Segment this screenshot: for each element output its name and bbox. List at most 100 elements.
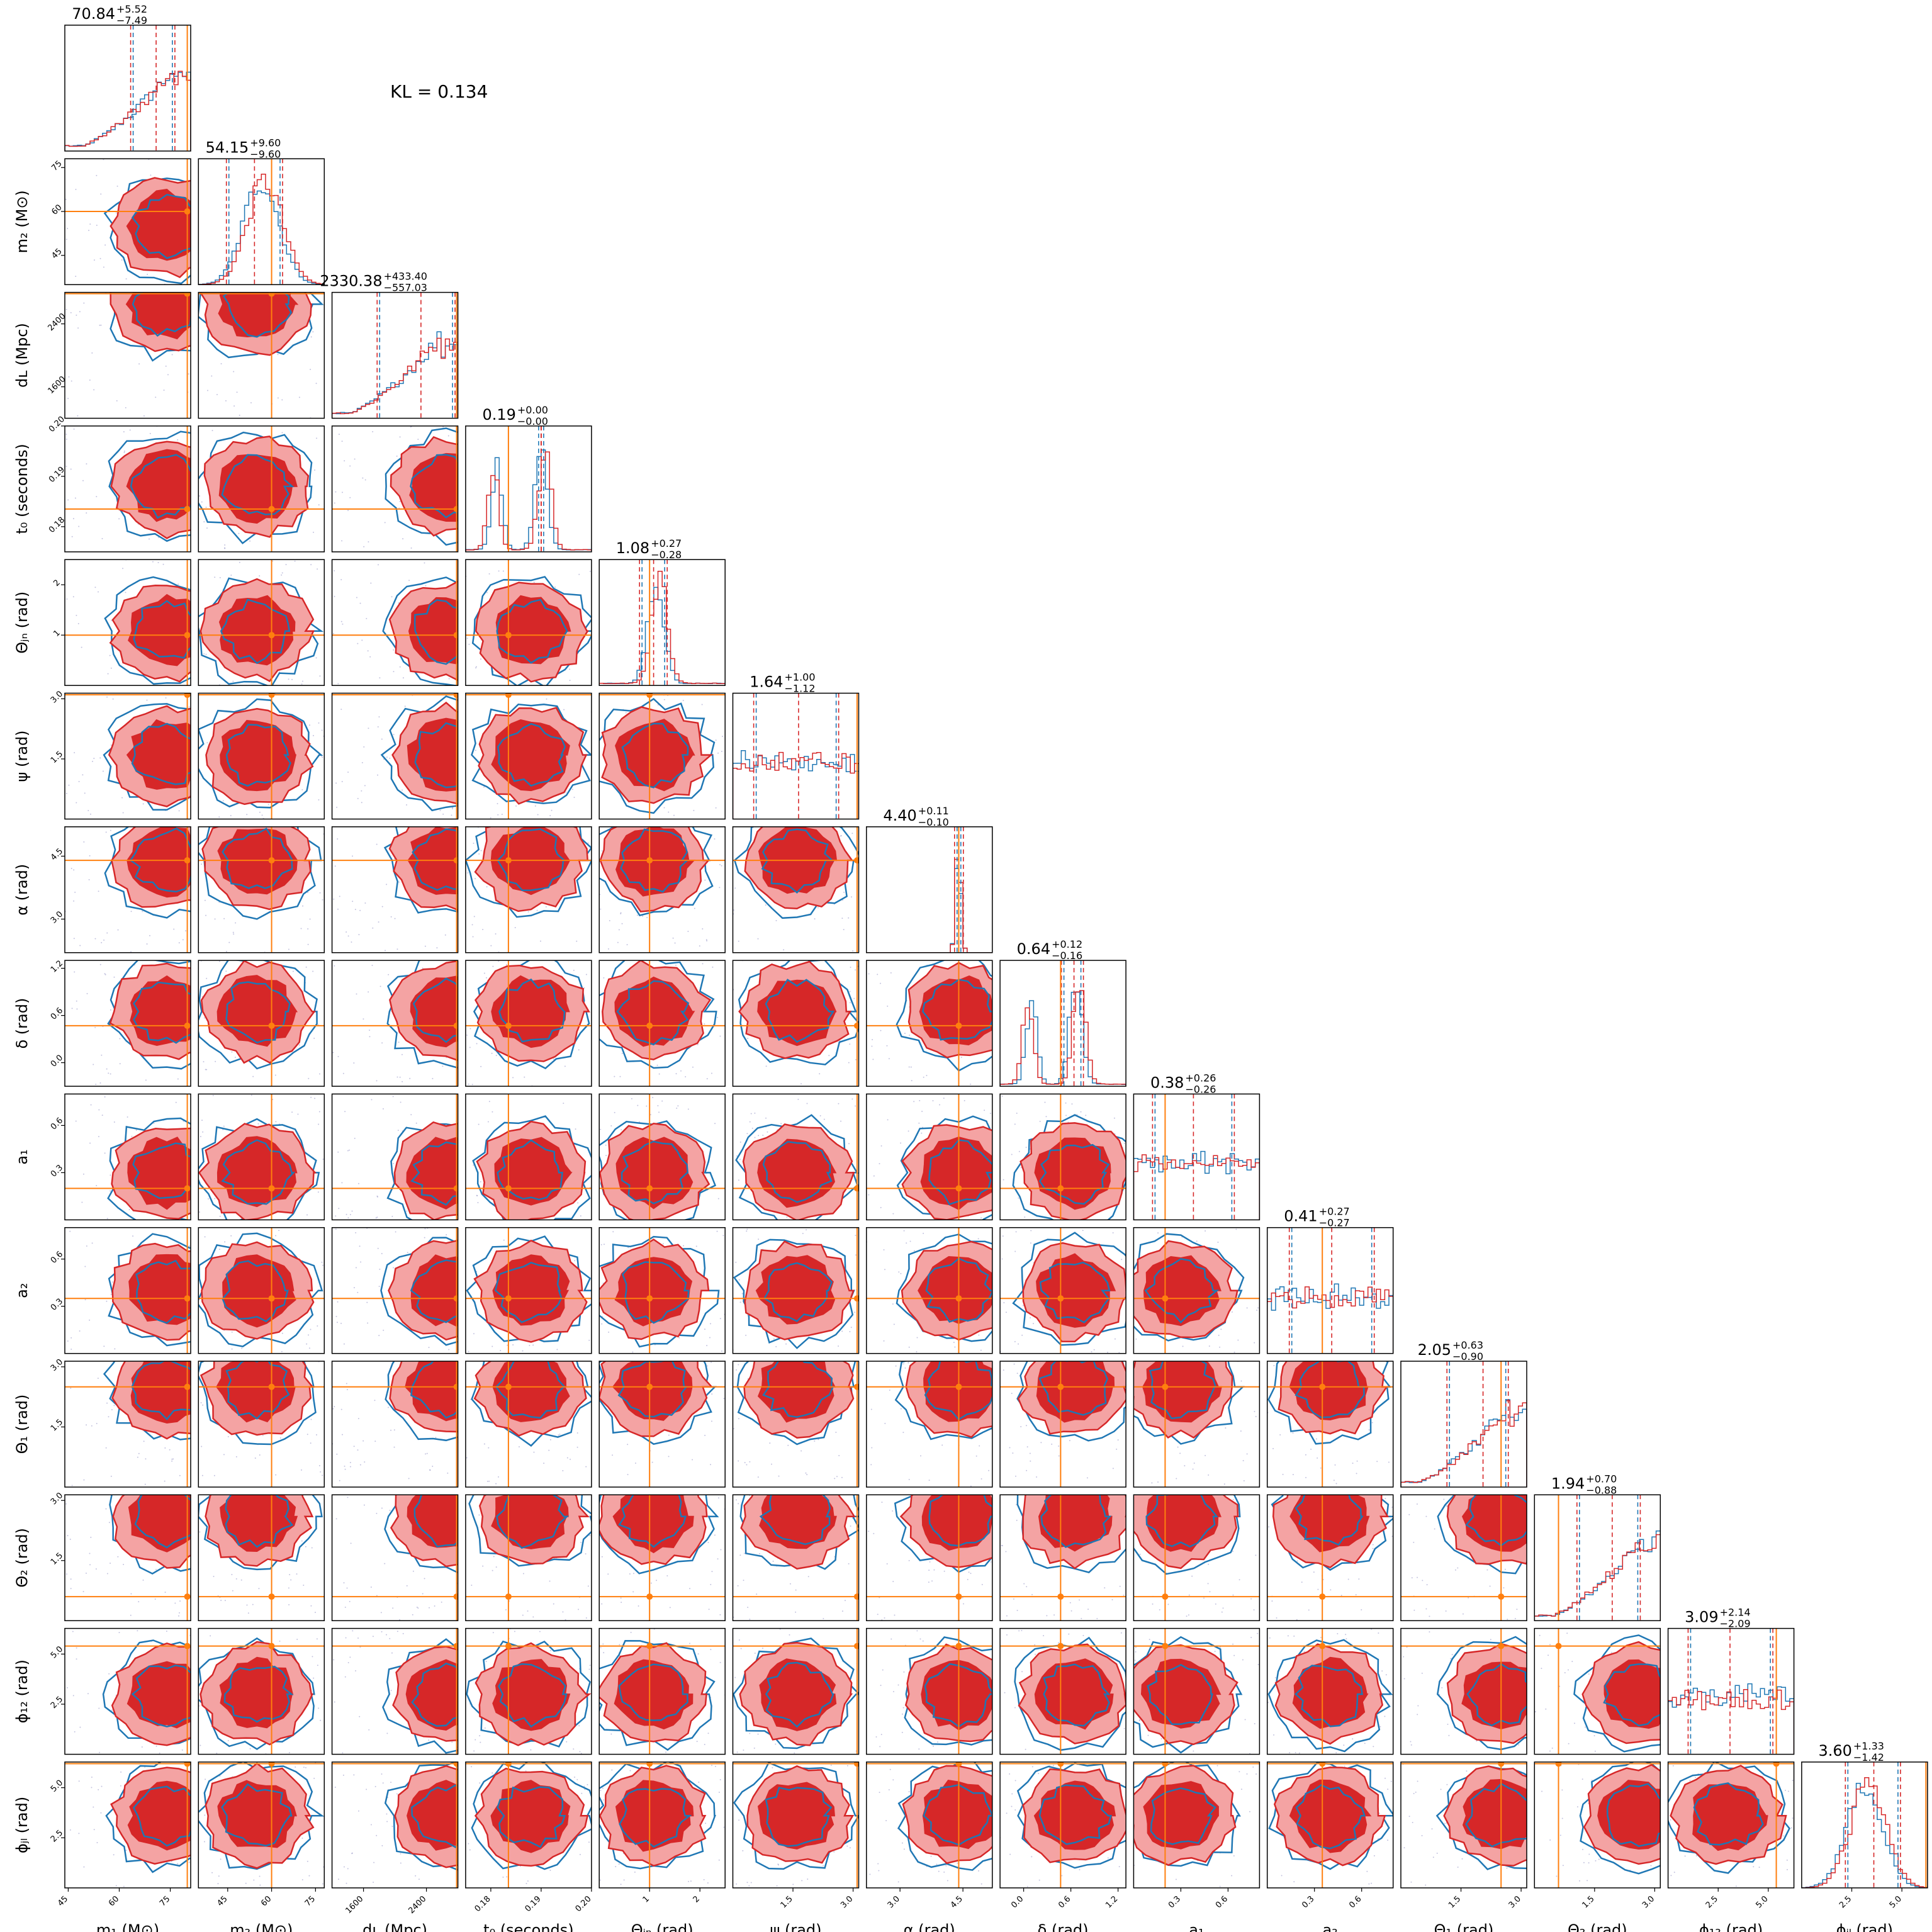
truth-point — [268, 857, 275, 864]
panel-frame — [999, 960, 1126, 1087]
truth-point — [184, 1761, 191, 1767]
truth-point — [646, 1295, 653, 1302]
truth-point — [453, 1643, 458, 1649]
contour-panel-2-6 — [331, 826, 459, 953]
panel-frame — [598, 826, 726, 953]
y-tick-label-8-1: 0.6 — [49, 1116, 65, 1132]
y-tick-label-6-1: 4.5 — [49, 846, 65, 862]
contour-panel-7-13: 0.0 0.6 1.2 δ (rad) — [999, 1761, 1126, 1932]
contour-b-inner — [762, 1140, 833, 1203]
contour-b-inner — [1150, 1787, 1216, 1845]
contour-a-inner — [491, 1495, 569, 1549]
contour-a-inner — [923, 1361, 992, 1422]
contour-panel-0-3: 0.18 0.19 0.20 t₀ (seconds) — [13, 415, 191, 553]
panel-frame — [866, 960, 993, 1087]
contour-b-inner — [131, 722, 191, 785]
hist-title-plus-4: +0.27 — [651, 537, 682, 549]
hist-panel-6: 4.40 +0.11−0.10 — [866, 805, 993, 953]
panel-frame — [465, 1093, 592, 1221]
x-axis-label-8: a₁ — [1189, 1921, 1204, 1932]
hist-title-6: 4.40 — [883, 807, 916, 824]
hist-title-plus-2: +433.40 — [384, 271, 427, 283]
panel-frame — [1266, 1627, 1394, 1755]
panel-frame — [999, 1361, 1126, 1488]
hist-title-minus-1: −9.60 — [250, 148, 281, 160]
hist-title-1: 54.15 — [206, 138, 249, 156]
contour-b-outer — [1573, 1634, 1661, 1753]
contour-panel-6-9 — [866, 1227, 993, 1354]
y-axis-label-3: t₀ (seconds) — [13, 444, 31, 534]
y-tick-label-10-0: 1.5 — [49, 1417, 65, 1433]
contour-panel-1-13: 45 60 75 m₂ (M⊙) — [198, 1761, 325, 1932]
y-axis-label-11: Θ₂ (rad) — [13, 1528, 31, 1588]
truth-point — [184, 857, 191, 864]
contour-b-outer — [599, 698, 716, 814]
hist-title-0: 70.84 — [72, 5, 115, 23]
contour-b-inner — [411, 1662, 458, 1727]
truth-point — [1162, 1761, 1169, 1767]
panel-frame — [732, 1761, 860, 1889]
x-tick-label-4-0: 1 — [641, 1894, 651, 1904]
truth-point — [268, 505, 275, 512]
contour-b-inner — [619, 1788, 692, 1848]
y-tick-label-9-0: 0.3 — [49, 1297, 65, 1313]
contour-b-outer — [104, 826, 191, 919]
contour-b-inner — [763, 1262, 833, 1322]
panel-frame — [64, 158, 191, 286]
truth-point — [853, 1761, 859, 1767]
hist-line-b-11 — [1534, 1530, 1661, 1621]
truth-point — [955, 1761, 962, 1767]
hist-line-a-7 — [1000, 990, 1126, 1087]
contour-b-outer — [198, 292, 324, 359]
contour-panel-5-11 — [732, 1494, 860, 1622]
hist-line-a-1 — [198, 174, 325, 285]
panel-frame — [64, 1494, 191, 1622]
contour-panel-5-8 — [732, 1093, 860, 1221]
contour-b-inner — [496, 598, 569, 664]
hist-title-minus-3: −0.00 — [517, 415, 548, 427]
x-tick-label-0-1: 60 — [107, 1894, 121, 1908]
contour-b-inner — [412, 977, 458, 1043]
contour-panel-0-8: 0.3 0.6 a₁ — [13, 1093, 191, 1221]
y-tick-label-1-0: 45 — [50, 247, 64, 261]
truth-point — [955, 1383, 962, 1390]
hist-panel-3: 0.19 +0.00−0.00 — [465, 404, 592, 553]
truth-point — [505, 1295, 512, 1302]
panel-frame — [732, 1361, 860, 1488]
panel-frame — [465, 1227, 592, 1354]
contour-b-inner — [1295, 1665, 1364, 1727]
contour-panel-2-5 — [331, 692, 459, 820]
contour-panel-7-8 — [999, 1093, 1126, 1221]
hist-title-plus-6: +0.11 — [918, 805, 949, 817]
contour-a-inner — [757, 979, 837, 1047]
panel-frame — [732, 826, 860, 953]
panel-frame — [331, 425, 459, 553]
contour-b-outer — [599, 960, 717, 1069]
panel-frame — [732, 1627, 860, 1755]
contour-panel-8-13: 0.3 0.6 a₁ — [1133, 1761, 1261, 1932]
y-axis-label-2: dʟ (Mpc) — [13, 323, 31, 388]
panel-frame — [64, 1361, 191, 1488]
contour-b-inner — [495, 1261, 563, 1323]
panel-frame — [1667, 1627, 1795, 1755]
truth-point — [853, 1643, 859, 1649]
contour-b-inner — [765, 1787, 833, 1847]
panel-frame — [732, 1227, 860, 1354]
y-axis-label-10: Θ₁ (rad) — [13, 1395, 31, 1454]
truth-point — [853, 1185, 859, 1192]
contour-b-inner — [1606, 1783, 1661, 1848]
truth-point — [268, 1593, 275, 1600]
contour-panel-7-12 — [999, 1627, 1126, 1755]
contour-panel-4-9 — [598, 1227, 726, 1354]
contour-panel-1-6 — [198, 826, 325, 953]
contour-a-inner — [216, 1361, 296, 1423]
contour-panel-8-11 — [1133, 1494, 1261, 1622]
x-axis-label-11: Θ₂ (rad) — [1568, 1921, 1627, 1932]
panel-frame — [465, 1494, 592, 1622]
truth-point — [268, 693, 275, 699]
contour-panel-6-10 — [866, 1361, 993, 1488]
contour-panel-4-6 — [598, 826, 726, 953]
panel-frame — [1266, 1494, 1394, 1622]
contour-b-inner — [410, 454, 458, 519]
contour-panel-7-9 — [999, 1227, 1126, 1354]
